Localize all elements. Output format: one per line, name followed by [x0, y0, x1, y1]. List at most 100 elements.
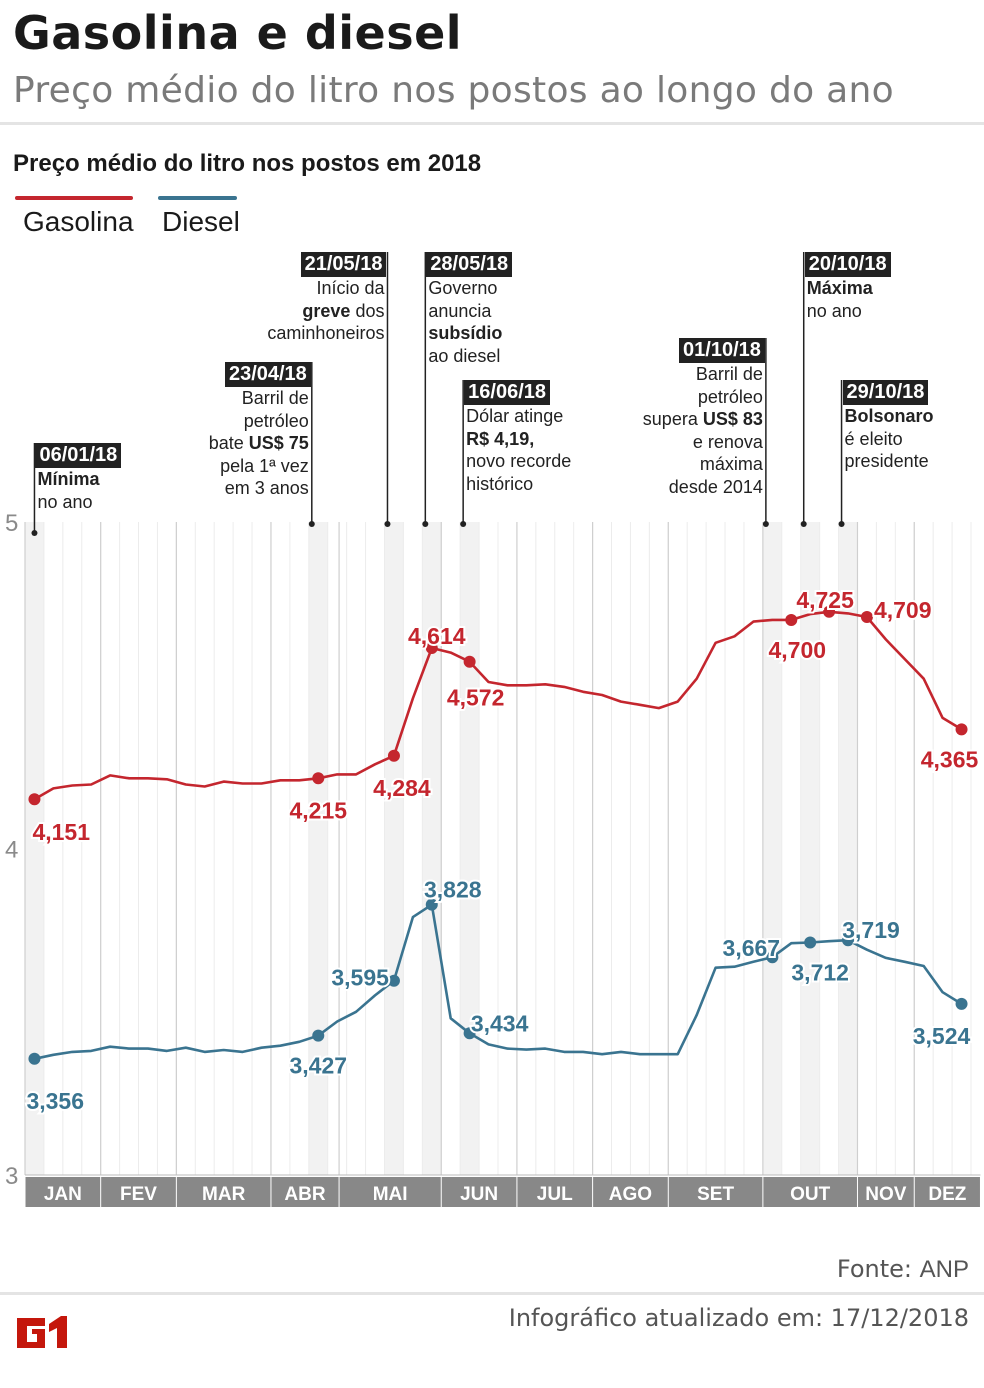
- month-label: MAI: [373, 1184, 408, 1205]
- marker-dot: [312, 1029, 325, 1042]
- chart-title: Preço médio do litro nos postos em 2018: [13, 150, 482, 177]
- annotation-text: máxima: [699, 454, 763, 474]
- annotation-text: em 3 anos: [224, 478, 309, 498]
- y-tick-label: 4: [5, 837, 18, 864]
- month-band: [441, 1177, 517, 1207]
- annotation-dot: [460, 521, 467, 527]
- annotation-text: Máxima: [806, 278, 873, 298]
- annotation-date: 06/01/18: [35, 443, 122, 468]
- annotation-line: pela 1ª vez: [207, 455, 311, 478]
- annotation-line: Barril de: [207, 387, 311, 410]
- annotation-dot: [762, 521, 769, 527]
- annotation-text: Dólar atinge: [466, 406, 564, 426]
- annotation-text: petróleo: [697, 386, 763, 407]
- highlight-band: [422, 522, 442, 1175]
- data-label: 3,667: [723, 935, 781, 961]
- annotation-line: R$ 4,19,: [464, 428, 573, 451]
- annotation: 20/10/18 Máxima no ano: [804, 252, 891, 323]
- annotation-text: histórico: [466, 473, 534, 494]
- annotation-date: 23/04/18: [224, 362, 311, 387]
- annotation: 29/10/18 Bolsonaro é eleito presidente: [842, 380, 936, 473]
- marker-dot: [28, 793, 41, 806]
- data-label: 3,719: [842, 917, 900, 943]
- data-label: 3,434: [471, 1010, 529, 1036]
- month-label: ABR: [284, 1184, 325, 1205]
- legend-swatch: [15, 196, 133, 200]
- annotation-line: Barril de: [641, 363, 765, 386]
- month-band: [517, 1177, 593, 1207]
- marker-dot: [312, 772, 325, 785]
- data-label: 4,151: [32, 819, 90, 845]
- annotation-line: é eleito: [843, 428, 936, 451]
- legend-item-diesel: Diesel: [158, 196, 240, 240]
- highlight-band: [762, 522, 782, 1175]
- annotation-text: no ano: [806, 300, 862, 321]
- annotation-line: desde 2014: [641, 476, 765, 499]
- month-label: DEZ: [928, 1184, 966, 1205]
- data-label: 4,365: [921, 746, 979, 772]
- annotation-text: presidente: [844, 451, 929, 471]
- month-band: [593, 1177, 668, 1207]
- annotation-text: novo recorde: [466, 451, 572, 471]
- legend-item-gasolina: Gasolina: [15, 196, 134, 240]
- annotation-text: greve: [302, 300, 351, 321]
- annotation-line: e renova: [641, 431, 765, 454]
- annotation-text: no ano: [37, 491, 93, 512]
- annotation-text: Governo: [428, 278, 498, 298]
- annotation-text: Barril de: [695, 364, 763, 384]
- annotation-text: desde 2014: [668, 476, 763, 497]
- annotation: 06/01/18 Mínima no ano: [35, 443, 122, 513]
- marker-dot: [955, 997, 968, 1010]
- data-label: 3,356: [26, 1088, 84, 1114]
- marker-dot: [463, 1027, 476, 1040]
- annotation-line: anuncia: [426, 300, 512, 323]
- annotation-line: supera US$ 83: [641, 408, 765, 431]
- annotation-dot: [31, 530, 38, 536]
- month-label: OUT: [790, 1184, 831, 1205]
- month-label: MAR: [202, 1184, 246, 1205]
- annotation-line: Governo: [426, 277, 512, 300]
- highlight-band: [460, 522, 480, 1175]
- legend-label: Diesel: [162, 206, 240, 237]
- updated-note: Infográfico atualizado em: 17/12/2018: [508, 1304, 969, 1332]
- annotation-line: caminhoneiros: [265, 322, 386, 345]
- marker-dot: [842, 934, 855, 947]
- month-label: JAN: [44, 1184, 82, 1205]
- annotation-line: em 3 anos: [207, 477, 311, 500]
- annotation-dot: [308, 521, 315, 527]
- annotation-text: ao diesel: [428, 345, 501, 366]
- annotation-dot: [384, 521, 391, 527]
- annotation-line: no ano: [805, 300, 891, 323]
- annotation-text: anuncia: [428, 300, 492, 321]
- month-band: [25, 1177, 101, 1207]
- annotation-line: bate US$ 75: [207, 432, 311, 455]
- data-label: 3,828: [424, 877, 482, 903]
- month-label: JUN: [460, 1184, 498, 1205]
- annotation-line: petróleo: [207, 410, 311, 433]
- annotation-text: Início da: [316, 278, 385, 298]
- divider: [0, 1292, 984, 1295]
- highlight-band: [25, 522, 44, 1175]
- month-label: NOV: [865, 1184, 907, 1205]
- annotation-date: 01/10/18: [679, 338, 765, 363]
- annotation: 16/06/18 Dólar atinge R$ 4,19, novo recorde…: [464, 380, 573, 495]
- month-label: AGO: [609, 1184, 652, 1205]
- month-band: [176, 1177, 271, 1207]
- annotation-line: Máxima: [805, 277, 891, 300]
- annotation-line: presidente: [843, 450, 936, 473]
- marker-dot: [955, 723, 968, 736]
- annotation-line: novo recorde: [464, 450, 573, 473]
- y-tick-label: 5: [5, 510, 18, 537]
- data-label: 4,284: [373, 775, 431, 801]
- annotation: 23/04/18 Barril de petróleo bate US$ 75 pela…: [207, 362, 311, 500]
- data-label: 4,614: [408, 623, 466, 649]
- annotation-text: petróleo: [243, 410, 309, 431]
- annotation-text: dos: [350, 300, 385, 321]
- source-value: ANP: [919, 1256, 969, 1283]
- annotation-text: supera: [642, 409, 703, 429]
- highlight-band: [838, 522, 858, 1175]
- data-label: 3,595: [331, 965, 389, 991]
- data-label: 4,725: [796, 587, 854, 613]
- highlight-band: [308, 522, 328, 1175]
